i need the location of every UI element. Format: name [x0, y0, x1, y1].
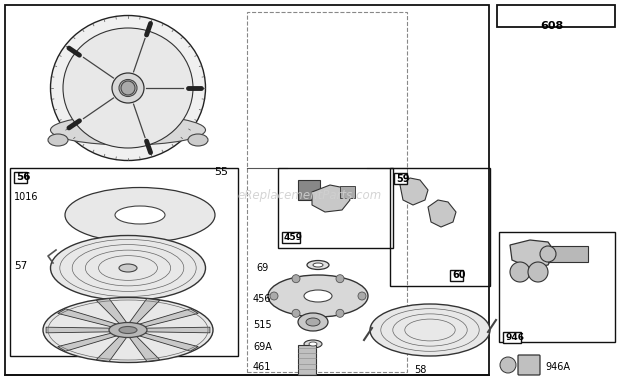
Polygon shape [96, 334, 128, 362]
Text: eReplacementParts.com: eReplacementParts.com [238, 188, 382, 202]
Polygon shape [138, 327, 210, 333]
Text: 57: 57 [14, 261, 27, 271]
Circle shape [121, 81, 135, 95]
Ellipse shape [188, 134, 208, 146]
Polygon shape [58, 309, 122, 329]
Text: 946A: 946A [545, 362, 570, 372]
Bar [14, 172, 27, 183]
Bar [247, 12, 407, 372]
Ellipse shape [63, 28, 193, 148]
Circle shape [336, 275, 344, 283]
Text: 55: 55 [214, 167, 228, 177]
Circle shape [270, 292, 278, 300]
Circle shape [500, 357, 516, 373]
Ellipse shape [65, 188, 215, 243]
Ellipse shape [306, 318, 320, 326]
Ellipse shape [119, 326, 137, 333]
Text: 608: 608 [541, 21, 564, 31]
Ellipse shape [115, 206, 165, 224]
Text: 1016: 1016 [14, 192, 38, 202]
Ellipse shape [304, 290, 332, 302]
Ellipse shape [309, 342, 317, 346]
Text: 946: 946 [505, 333, 524, 342]
Bar [497, 5, 615, 27]
Text: 456: 456 [253, 294, 272, 304]
Circle shape [510, 262, 530, 282]
Polygon shape [133, 332, 198, 351]
Polygon shape [133, 309, 198, 329]
Bar [499, 232, 615, 342]
Ellipse shape [313, 263, 323, 267]
Polygon shape [96, 299, 128, 326]
Bar [450, 270, 463, 281]
Ellipse shape [268, 275, 368, 317]
Circle shape [336, 309, 344, 317]
Bar [298, 345, 316, 375]
Ellipse shape [48, 134, 68, 146]
Bar [340, 186, 355, 198]
Polygon shape [400, 178, 428, 205]
Bar [10, 168, 238, 356]
Text: 515: 515 [253, 320, 272, 330]
Polygon shape [312, 185, 350, 212]
Bar [282, 232, 299, 243]
Ellipse shape [50, 16, 205, 161]
Polygon shape [58, 332, 122, 351]
Ellipse shape [43, 298, 213, 362]
Text: 56: 56 [16, 172, 30, 183]
Text: 60: 60 [452, 271, 466, 280]
Bar [5, 5, 489, 375]
Text: 58: 58 [414, 365, 426, 375]
Circle shape [358, 292, 366, 300]
Circle shape [292, 275, 300, 283]
Ellipse shape [109, 323, 147, 337]
Ellipse shape [370, 304, 490, 356]
Text: 69: 69 [256, 263, 268, 273]
Ellipse shape [540, 246, 556, 262]
Bar [390, 168, 490, 286]
Circle shape [292, 309, 300, 317]
Text: 59: 59 [396, 174, 409, 184]
Text: 461: 461 [253, 362, 272, 372]
Polygon shape [128, 334, 160, 362]
Ellipse shape [119, 80, 137, 96]
Polygon shape [46, 327, 118, 333]
Ellipse shape [112, 73, 144, 103]
Circle shape [528, 262, 548, 282]
Bar [548, 246, 588, 262]
Ellipse shape [304, 340, 322, 348]
Ellipse shape [307, 261, 329, 269]
Bar [278, 168, 393, 248]
Ellipse shape [50, 236, 205, 301]
Ellipse shape [119, 264, 137, 272]
Ellipse shape [50, 115, 205, 145]
Polygon shape [128, 299, 160, 326]
Polygon shape [428, 200, 456, 227]
Ellipse shape [298, 313, 328, 331]
Bar [503, 332, 521, 343]
Bar [394, 173, 407, 184]
Text: 69A: 69A [253, 342, 272, 352]
Text: 459: 459 [284, 233, 303, 242]
FancyBboxPatch shape [518, 355, 540, 375]
Bar [298, 180, 320, 200]
Polygon shape [510, 240, 555, 268]
